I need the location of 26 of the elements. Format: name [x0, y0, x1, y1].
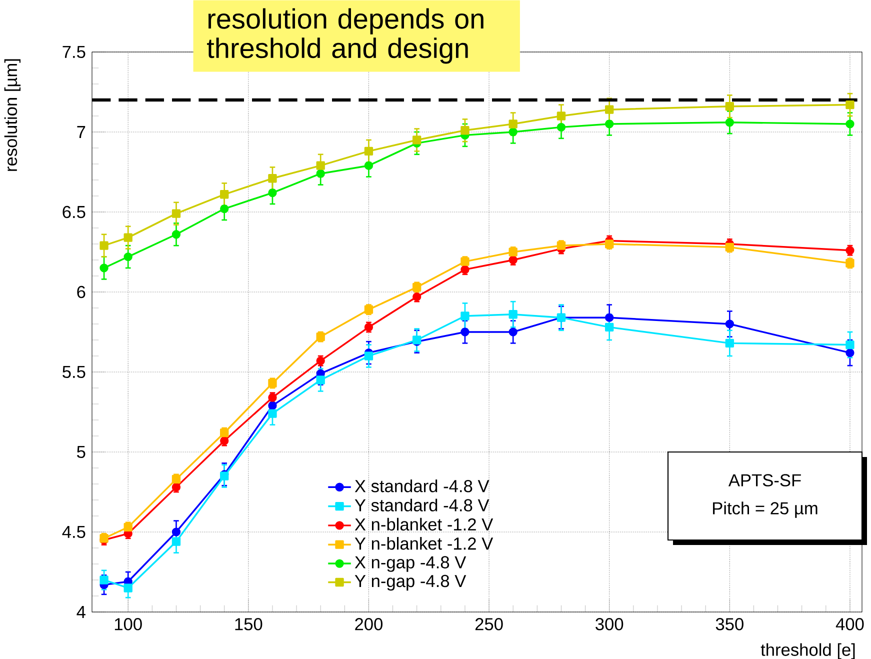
- y-axis-title: resolution [µm]: [4, 59, 21, 171]
- x-tick-label: 100: [114, 618, 142, 630]
- y-tick-label: 4: [76, 606, 86, 618]
- legend-label: X standard -4.8 V: [354, 480, 490, 492]
- y-tick-label: 5: [77, 446, 86, 458]
- annotation: Pitch = 25 µm: [713, 502, 818, 518]
- x-tick-label: 250: [475, 618, 503, 630]
- x-tick-label: 400: [836, 618, 864, 630]
- y-tick-label: 5.5: [62, 366, 86, 378]
- x-axis-title: threshold [e]: [760, 643, 855, 659]
- legend-label: Y standard -4.8 V: [354, 498, 490, 512]
- y-tick-label: 7.5: [62, 46, 86, 58]
- annotation: resolution depends on threshold and design: [207, 8, 484, 64]
- annotation: APTS-SF: [728, 474, 801, 486]
- x-tick-label: 200: [355, 618, 383, 630]
- x-tick-label: 350: [716, 618, 744, 630]
- y-tick-label: 4.5: [62, 526, 86, 538]
- legend-label: X n-blanket -1.2 V: [354, 518, 494, 531]
- legend-label: Y n-blanket -1.2 V: [354, 537, 494, 550]
- y-tick-label: 7: [77, 126, 86, 138]
- legend-label: Y n-gap -4.8 V: [354, 574, 466, 591]
- x-tick-label: 150: [235, 618, 262, 630]
- x-tick-label: 300: [596, 618, 624, 630]
- legend-label: X n-gap -4.8 V: [354, 556, 466, 572]
- y-tick-label: 6.5: [62, 206, 86, 218]
- y-tick-label: 6: [77, 286, 86, 298]
